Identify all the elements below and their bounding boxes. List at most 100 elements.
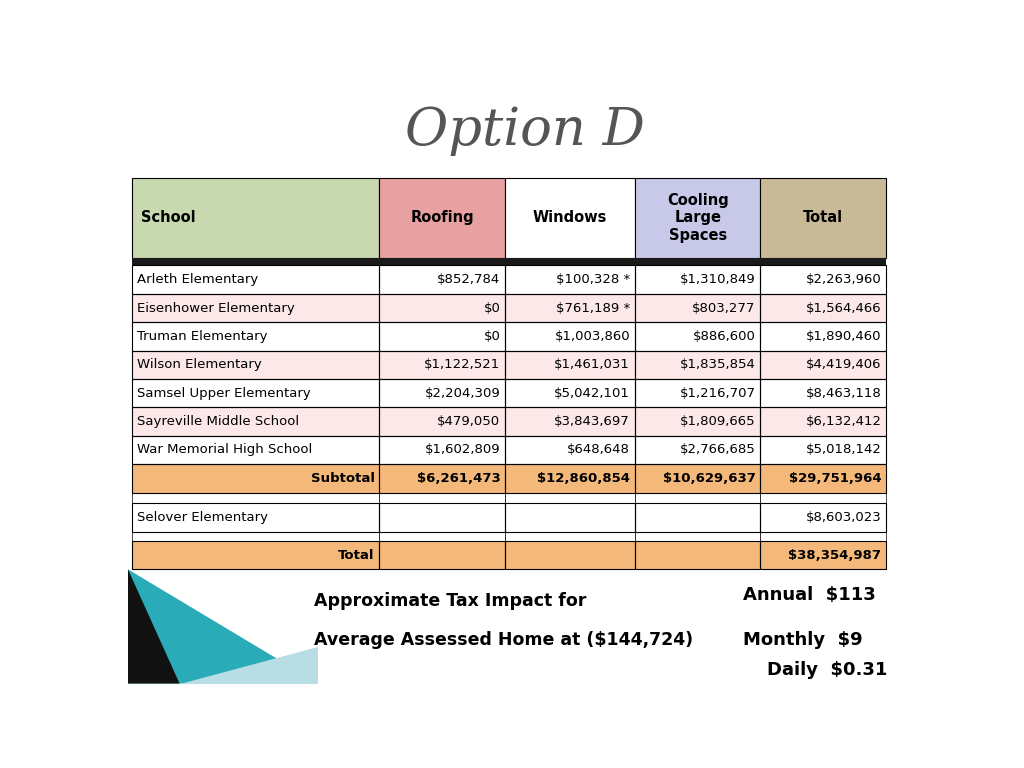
Bar bbox=[761, 178, 886, 258]
Bar bbox=[505, 266, 635, 294]
Text: Roofing: Roofing bbox=[411, 210, 474, 225]
Bar bbox=[380, 435, 505, 464]
Bar bbox=[505, 258, 635, 266]
Polygon shape bbox=[179, 647, 318, 684]
Bar bbox=[380, 178, 505, 258]
Bar bbox=[132, 541, 380, 569]
Bar bbox=[380, 294, 505, 323]
Text: $1,003,860: $1,003,860 bbox=[554, 330, 630, 343]
Bar bbox=[635, 464, 761, 492]
Bar bbox=[635, 294, 761, 323]
Bar bbox=[380, 294, 505, 323]
Text: $5,018,142: $5,018,142 bbox=[806, 443, 882, 456]
Bar bbox=[761, 541, 886, 569]
Text: $479,050: $479,050 bbox=[437, 415, 501, 428]
Text: $761,189 *: $761,189 * bbox=[556, 302, 630, 315]
Text: $8,603,023: $8,603,023 bbox=[806, 511, 882, 524]
Bar bbox=[132, 407, 380, 435]
Text: $29,751,964: $29,751,964 bbox=[788, 472, 882, 485]
Bar bbox=[132, 258, 380, 266]
Bar bbox=[380, 407, 505, 435]
Text: $12,860,854: $12,860,854 bbox=[537, 472, 630, 485]
Bar bbox=[380, 503, 505, 531]
Text: $6,132,412: $6,132,412 bbox=[806, 415, 882, 428]
Bar bbox=[380, 379, 505, 407]
Bar bbox=[380, 407, 505, 435]
Bar bbox=[761, 464, 886, 492]
Bar bbox=[132, 294, 380, 323]
Bar bbox=[505, 503, 635, 531]
Text: Wilson Elementary: Wilson Elementary bbox=[137, 359, 261, 371]
Text: Samsel Upper Elementary: Samsel Upper Elementary bbox=[137, 386, 310, 399]
Bar bbox=[132, 323, 380, 350]
Bar bbox=[505, 503, 635, 531]
Bar bbox=[635, 323, 761, 350]
Bar bbox=[761, 503, 886, 531]
Bar bbox=[380, 503, 505, 531]
Text: $38,354,987: $38,354,987 bbox=[788, 548, 882, 561]
Bar bbox=[505, 492, 635, 503]
Bar bbox=[635, 266, 761, 294]
Bar bbox=[132, 541, 380, 569]
Bar bbox=[132, 379, 380, 407]
Text: $8,463,118: $8,463,118 bbox=[806, 386, 882, 399]
Bar bbox=[380, 541, 505, 569]
Bar bbox=[380, 464, 505, 492]
Bar bbox=[132, 464, 380, 492]
Text: Approximate Tax Impact for: Approximate Tax Impact for bbox=[314, 592, 587, 611]
Bar bbox=[635, 294, 761, 323]
Text: Selover Elementary: Selover Elementary bbox=[137, 511, 267, 524]
Text: $852,784: $852,784 bbox=[437, 273, 501, 286]
Bar bbox=[132, 531, 380, 541]
Text: Option D: Option D bbox=[404, 105, 645, 156]
Bar bbox=[505, 541, 635, 569]
Bar bbox=[505, 435, 635, 464]
Bar bbox=[380, 464, 505, 492]
Bar bbox=[761, 407, 886, 435]
Text: $2,766,685: $2,766,685 bbox=[680, 443, 756, 456]
Text: Total: Total bbox=[803, 210, 844, 225]
Text: $10,629,637: $10,629,637 bbox=[663, 472, 756, 485]
Bar bbox=[635, 531, 761, 541]
Bar bbox=[761, 464, 886, 492]
Bar bbox=[761, 258, 886, 266]
Text: $1,216,707: $1,216,707 bbox=[680, 386, 756, 399]
Bar bbox=[132, 178, 380, 258]
Bar bbox=[380, 266, 505, 294]
Text: War Memorial High School: War Memorial High School bbox=[137, 443, 312, 456]
Bar bbox=[635, 435, 761, 464]
Text: Arleth Elementary: Arleth Elementary bbox=[137, 273, 258, 286]
Text: Average Assessed Home at ($144,724): Average Assessed Home at ($144,724) bbox=[314, 631, 693, 649]
Bar bbox=[761, 323, 886, 350]
Text: $100,328 *: $100,328 * bbox=[556, 273, 630, 286]
Bar bbox=[635, 407, 761, 435]
Text: Total: Total bbox=[338, 548, 375, 561]
Bar bbox=[761, 266, 886, 294]
Text: $3,843,697: $3,843,697 bbox=[554, 415, 630, 428]
Bar bbox=[132, 266, 380, 294]
Bar bbox=[505, 464, 635, 492]
Text: Monthly  $9: Monthly $9 bbox=[743, 631, 862, 649]
Text: $2,204,309: $2,204,309 bbox=[425, 386, 501, 399]
Text: $2,263,960: $2,263,960 bbox=[806, 273, 882, 286]
Bar bbox=[380, 541, 505, 569]
Text: $4,419,406: $4,419,406 bbox=[806, 359, 882, 371]
Text: Cooling
Large
Spaces: Cooling Large Spaces bbox=[667, 193, 728, 243]
Bar bbox=[132, 435, 380, 464]
Bar bbox=[635, 379, 761, 407]
Bar bbox=[635, 435, 761, 464]
Text: Eisenhower Elementary: Eisenhower Elementary bbox=[137, 302, 295, 315]
Text: Truman Elementary: Truman Elementary bbox=[137, 330, 267, 343]
Bar bbox=[635, 541, 761, 569]
Bar bbox=[761, 294, 886, 323]
Text: $1,602,809: $1,602,809 bbox=[425, 443, 501, 456]
Bar bbox=[635, 407, 761, 435]
Text: $886,600: $886,600 bbox=[693, 330, 756, 343]
Bar bbox=[761, 294, 886, 323]
Text: $0: $0 bbox=[483, 330, 501, 343]
Text: $6,261,473: $6,261,473 bbox=[417, 472, 501, 485]
Bar bbox=[761, 407, 886, 435]
Bar bbox=[635, 258, 761, 266]
Bar bbox=[761, 503, 886, 531]
Bar bbox=[380, 350, 505, 379]
